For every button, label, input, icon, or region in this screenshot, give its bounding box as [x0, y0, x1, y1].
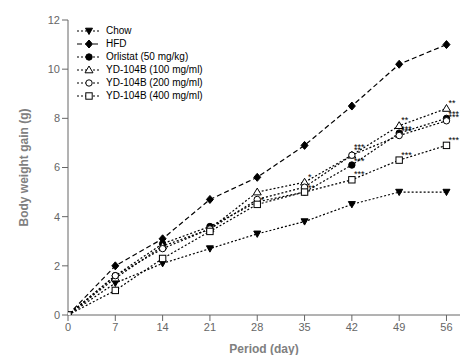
svg-text:49: 49 — [393, 321, 405, 333]
svg-text:0: 0 — [65, 321, 71, 333]
svg-text:***: *** — [401, 150, 412, 160]
html-text:YD-104B (200 mg/ml): YD-104B (200 mg/ml) — [106, 77, 203, 88]
svg-text:7: 7 — [112, 321, 118, 333]
svg-text:21: 21 — [204, 321, 216, 333]
svg-text:*: * — [261, 195, 265, 205]
svg-text:6: 6 — [54, 161, 60, 173]
html-text:YD-104B (100 mg/ml): YD-104B (100 mg/ml) — [106, 64, 203, 75]
svg-text:14: 14 — [156, 321, 168, 333]
svg-text:12: 12 — [48, 14, 60, 26]
svg-text:***: *** — [354, 156, 365, 166]
svg-text:0: 0 — [54, 309, 60, 321]
svg-text:***: *** — [401, 126, 412, 136]
svg-text:***: *** — [449, 135, 460, 145]
svg-text:4: 4 — [54, 211, 60, 223]
svg-text:2: 2 — [54, 260, 60, 272]
svg-text:***: *** — [449, 112, 460, 122]
html-text:Orlistat (50 mg/kg): Orlistat (50 mg/kg) — [106, 51, 189, 62]
svg-text:56: 56 — [440, 321, 452, 333]
html-text:Chow: Chow — [106, 25, 132, 36]
svg-text:42: 42 — [346, 321, 358, 333]
svg-text:8: 8 — [54, 112, 60, 124]
svg-text:10: 10 — [48, 63, 60, 75]
svg-text:*: * — [308, 172, 312, 182]
svg-text:28: 28 — [251, 321, 263, 333]
svg-text:Period (day): Period (day) — [229, 342, 298, 355]
svg-text:35: 35 — [298, 321, 310, 333]
svg-text:***: *** — [354, 142, 365, 152]
html-text:YD-104B (400 mg/ml): YD-104B (400 mg/ml) — [106, 90, 203, 101]
svg-text:***: *** — [354, 169, 365, 179]
html-text:HFD: HFD — [106, 38, 127, 49]
svg-text:**: ** — [308, 183, 316, 193]
svg-text:**: ** — [449, 98, 457, 108]
svg-text:Body weight gain (g): Body weight gain (g) — [17, 109, 31, 227]
